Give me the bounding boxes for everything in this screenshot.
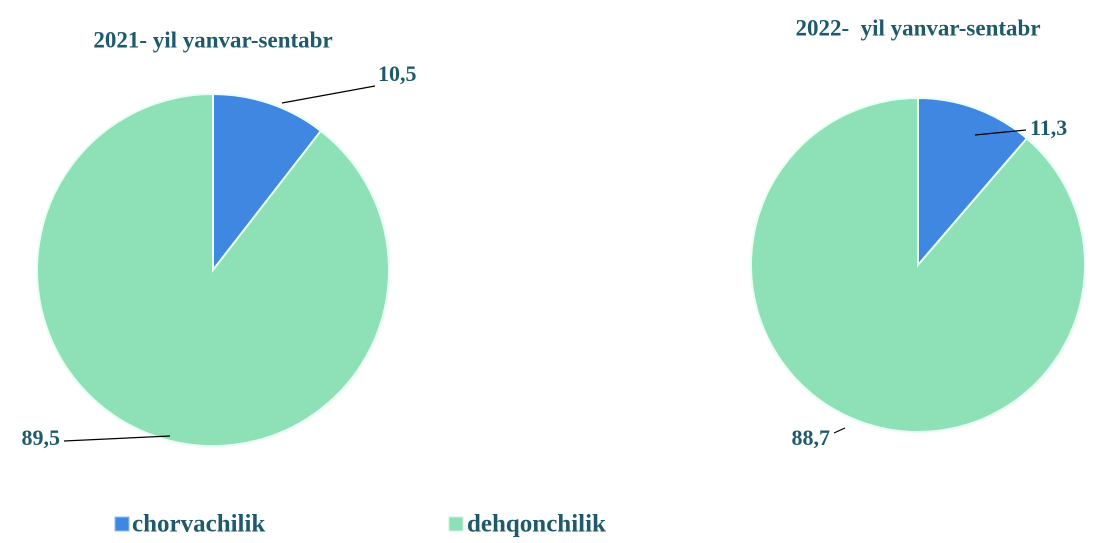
data-label: 88,7: [792, 425, 831, 450]
chart-title: 2021- yil yanvar-sentabr: [93, 27, 332, 52]
pie-slice: [212, 92, 323, 273]
legend-label: chorvachilik: [132, 511, 265, 538]
pie-slice: [917, 96, 1029, 268]
leader-line: [974, 129, 1027, 136]
pie-slice: [36, 92, 390, 447]
data-label: 89,5: [22, 425, 61, 450]
legend-swatch: [448, 516, 464, 532]
leader-line: [833, 427, 846, 434]
leader-line: [281, 85, 376, 104]
chart-title: 2022- yil yanvar-sentabr: [795, 15, 1040, 40]
leader-line: [63, 435, 171, 442]
data-label: 10,5: [378, 61, 417, 86]
legend-label: dehqonchilik: [467, 511, 606, 538]
data-label: 11,3: [1030, 115, 1067, 140]
pie-slice: [750, 96, 1086, 433]
legend-swatch: [114, 516, 130, 532]
